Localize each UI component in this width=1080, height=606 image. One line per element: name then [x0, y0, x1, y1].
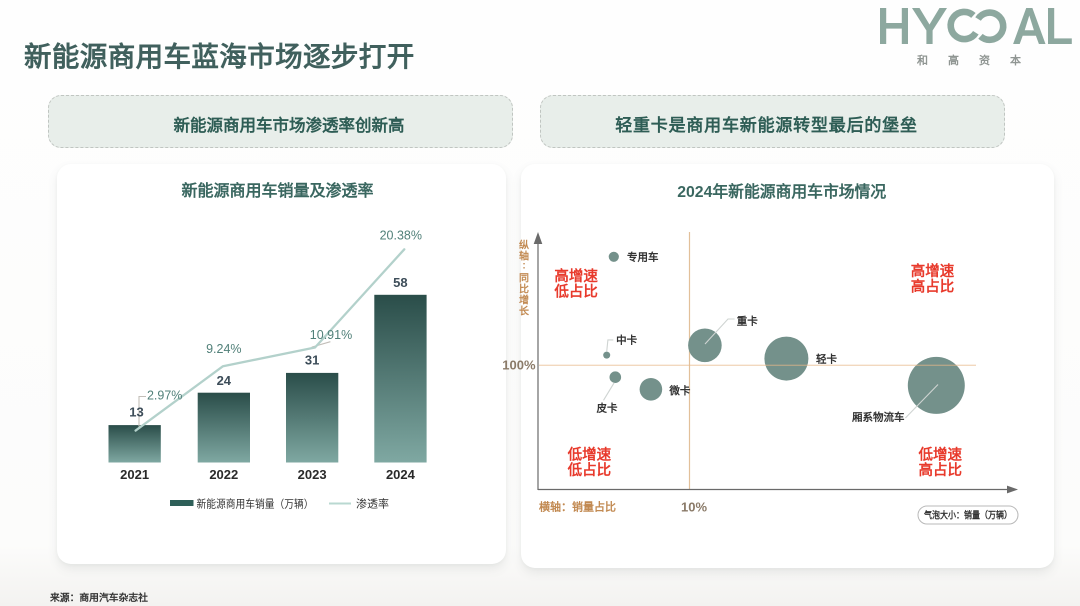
svg-text:10%: 10%: [681, 500, 707, 515]
svg-text:10.91%: 10.91%: [310, 328, 352, 342]
svg-text:高占比: 高占比: [911, 278, 955, 296]
svg-text:2024: 2024: [386, 467, 416, 482]
svg-text:新能源商用车销量及渗透率: 新能源商用车销量及渗透率: [181, 181, 373, 200]
svg-text::: :: [522, 261, 525, 272]
svg-text:重卡: 重卡: [737, 314, 758, 327]
svg-text:专用车: 专用车: [627, 251, 659, 264]
svg-text:渗透率: 渗透率: [356, 497, 389, 511]
svg-text:长: 长: [519, 305, 530, 318]
svg-text:低增速: 低增速: [567, 446, 612, 464]
svg-text:轴: 轴: [519, 250, 529, 263]
svg-text:2.97%: 2.97%: [147, 389, 182, 403]
svg-text:高增速: 高增速: [554, 267, 598, 285]
svg-text:中卡: 中卡: [616, 334, 638, 347]
svg-text:2022: 2022: [209, 467, 238, 482]
svg-text:100%: 100%: [502, 358, 536, 373]
svg-text:24: 24: [217, 373, 232, 388]
svg-text:13: 13: [129, 405, 143, 420]
svg-text:高占比: 高占比: [919, 461, 963, 479]
svg-text:纵: 纵: [519, 239, 529, 252]
svg-text:9.24%: 9.24%: [206, 342, 241, 356]
svg-text:20.38%: 20.38%: [380, 229, 422, 243]
svg-text:增: 增: [519, 294, 529, 307]
svg-text:高增速: 高增速: [911, 262, 955, 280]
svg-text:比: 比: [519, 283, 529, 296]
svg-text:2023: 2023: [298, 467, 327, 482]
svg-text:31: 31: [305, 353, 319, 368]
svg-text:2024年新能源商用车市场情况: 2024年新能源商用车市场情况: [677, 182, 886, 201]
svg-text:厢系物流车: 厢系物流车: [852, 411, 905, 424]
svg-text:低增速: 低增速: [918, 446, 963, 464]
svg-text:2021: 2021: [120, 467, 149, 482]
svg-text:气泡大小：销量（万辆）: 气泡大小：销量（万辆）: [923, 510, 1012, 522]
svg-text:微卡: 微卡: [668, 384, 690, 397]
svg-text:58: 58: [393, 275, 407, 290]
svg-text:皮卡: 皮卡: [596, 402, 618, 415]
svg-text:同: 同: [519, 273, 529, 285]
svg-text:新能源商用车销量（万辆）: 新能源商用车销量（万辆）: [197, 497, 314, 511]
svg-text:轻卡: 轻卡: [816, 352, 837, 365]
svg-text:低占比: 低占比: [567, 461, 612, 479]
svg-text:低占比: 低占比: [553, 283, 598, 301]
svg-text:横轴：销量占比: 横轴：销量占比: [539, 500, 616, 514]
